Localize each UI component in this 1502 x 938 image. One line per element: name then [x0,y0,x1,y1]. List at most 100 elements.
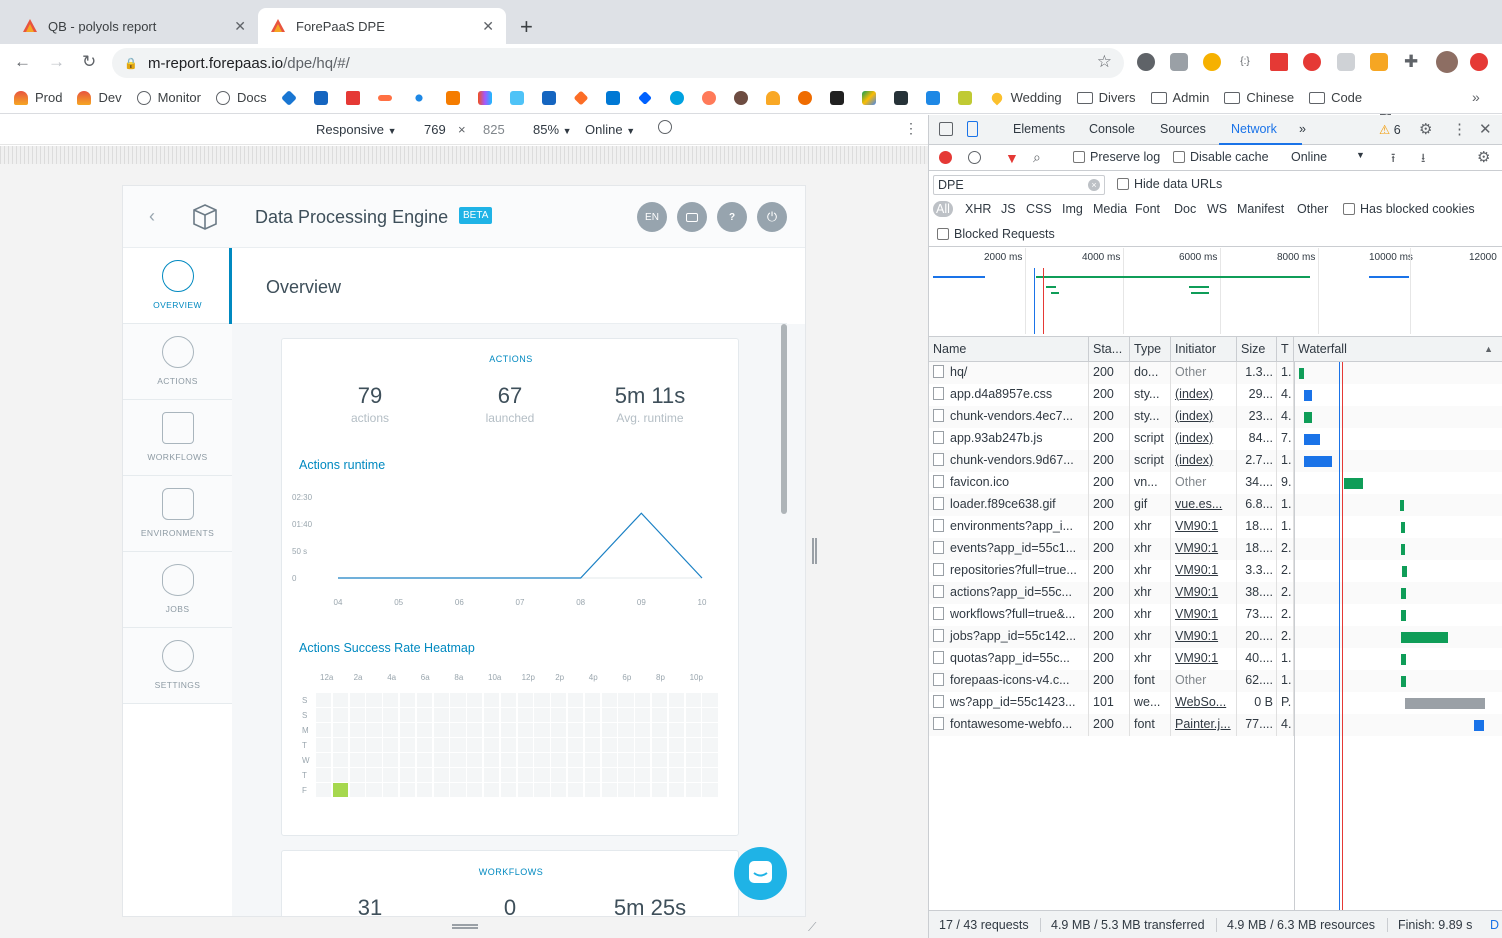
filter-input[interactable]: DPE × [933,175,1105,195]
sidebar-item-environments[interactable]: ENVIRONMENTS [123,476,232,552]
network-settings-icon[interactable]: ⚙ [1477,149,1491,166]
more-options-icon[interactable]: ⋮ [904,120,918,136]
back-chevron-icon[interactable]: ‹ [149,206,155,226]
extension-icon[interactable] [1170,53,1188,71]
type-filter-doc[interactable]: Doc [1174,202,1197,216]
warnings-badge[interactable]: ⚠ 6 [1379,123,1401,137]
bookmark-icon-only[interactable] [313,90,328,105]
extension-icon[interactable] [1337,53,1355,71]
col-name[interactable]: Name [929,337,1089,363]
tab-qb-report[interactable]: QB - polyols report ✕ [10,8,258,44]
extension-icon[interactable] [1203,53,1221,71]
col-type[interactable]: Type [1130,337,1171,363]
request-row[interactable]: chunk-vendors.9d67... 200 script (index) 2.7… [929,450,1502,472]
type-filter-js[interactable]: JS [1001,202,1016,216]
bookmark-icon-only[interactable] [637,90,652,105]
corner-resize-icon[interactable]: ⟋ [808,920,817,934]
bookmark-icon-only[interactable] [829,90,844,105]
bookmark-icon-only[interactable] [477,90,492,105]
request-row[interactable]: loader.f89ce638.gif 200 gif vue.es... 6.8...… [929,494,1502,516]
type-filter-other[interactable]: Other [1297,202,1329,216]
tab-network[interactable]: Network [1231,122,1277,136]
bookmark-icon-only[interactable] [925,90,940,105]
request-row[interactable]: favicon.ico 200 vn... Other 34.... 9. [929,472,1502,494]
profile-avatar[interactable] [1436,51,1458,73]
bookmark-icon-only[interactable] [797,90,812,105]
rotate-icon[interactable] [658,120,672,134]
intercom-chat-button[interactable] [734,847,787,900]
kebab-menu-icon[interactable]: ⋮ [1452,121,1467,138]
col-time[interactable]: T [1277,337,1294,363]
search-icon[interactable]: ⌕ [1033,149,1041,165]
bookmark-wedding[interactable]: Wedding [989,90,1062,105]
request-row[interactable]: environments?app_i... 200 xhr VM90:1 18.... 1… [929,516,1502,538]
bookmark-icon-only[interactable] [573,90,589,105]
bookmark-icon-only[interactable] [669,90,684,105]
bookmark-docs[interactable]: Docs [215,90,267,105]
address-bar[interactable]: 🔒 m-report.forepaas.io/dpe/hq/#/ ☆ [112,48,1124,78]
forward-icon[interactable]: → [48,52,65,71]
bookmark-icon-only[interactable] [509,90,524,105]
bookmark-icon-only[interactable] [733,90,748,105]
request-row[interactable]: chunk-vendors.4ec7... 200 sty... (index) 23.… [929,406,1502,428]
device-mode-select[interactable]: Responsive ▼ [316,122,397,137]
type-filter-ws[interactable]: WS [1207,202,1228,216]
help-button[interactable]: ? [717,202,747,232]
bookmark-icon-only[interactable] [280,89,297,106]
throttle-select[interactable]: Online ▼ [585,122,636,137]
request-row[interactable]: app.93ab247b.js 200 script (index) 84... 7. [929,428,1502,450]
bookmark-icon-only[interactable] [345,90,360,105]
record-icon[interactable] [939,151,952,164]
col-status[interactable]: Sta... [1089,337,1130,363]
bookmark-icon-only[interactable] [701,90,716,105]
extension-icon[interactable] [1137,53,1155,71]
extension-icon[interactable] [1303,53,1321,71]
clear-filter-icon[interactable]: × [1088,179,1100,191]
bookmark-icon-only[interactable] [957,90,972,105]
close-devtools-icon[interactable]: ✕ [1479,121,1492,138]
request-row[interactable]: jobs?app_id=55c142... 200 xhr VM90:1 20.... 2… [929,626,1502,648]
bookmark-star-icon[interactable]: ☆ [1096,52,1112,71]
bookmark-icon-only[interactable] [377,94,392,101]
bookmark-icon-only[interactable] [765,90,780,105]
viewport-height-input[interactable]: 825 [483,122,505,137]
extension-icon[interactable] [1270,53,1288,71]
col-waterfall[interactable]: Waterfall ▲ [1294,337,1502,363]
type-filter-media[interactable]: Media [1093,202,1128,216]
update-icon[interactable] [1470,53,1488,71]
resize-handle-icon[interactable] [452,924,478,929]
sidebar-item-jobs[interactable]: JOBS [123,552,232,628]
logout-button[interactable]: ⏻ [757,202,787,232]
col-size[interactable]: Size [1237,337,1277,363]
bookmark-admin[interactable]: Admin [1150,90,1209,105]
upload-icon[interactable]: ⭱ [1391,151,1396,165]
request-row[interactable]: repositories?full=true... 200 xhr VM90:1 3.3… [929,560,1502,582]
type-filter-font[interactable]: Font [1135,202,1161,216]
language-button[interactable]: EN [637,202,667,232]
sidebar-item-workflows[interactable]: WORKFLOWS [123,400,232,476]
download-icon[interactable]: ⭳ [1421,151,1426,165]
bookmark-icon-only[interactable] [541,90,556,105]
bookmark-monitor[interactable]: Monitor [136,90,201,105]
close-tab-icon[interactable]: ✕ [482,17,494,34]
camera-button[interactable] [677,202,707,232]
tab-elements[interactable]: Elements [1013,122,1066,136]
reload-icon[interactable]: ↻ [82,52,97,71]
tab-sources[interactable]: Sources [1160,122,1206,136]
type-filter-manifest[interactable]: Manifest [1237,202,1285,216]
close-tab-icon[interactable]: ✕ [234,17,246,34]
zoom-select[interactable]: 85% ▼ [533,122,572,137]
preserve-log-checkbox[interactable]: Preserve log [1073,150,1160,164]
json-extension-icon[interactable]: {:} [1236,53,1254,71]
request-row[interactable]: forepaas-icons-v4.c... 200 font Other 62....… [929,670,1502,692]
back-icon[interactable]: ← [14,52,31,71]
request-row[interactable]: workflows?full=true&... 200 xhr VM90:1 73...… [929,604,1502,626]
hide-data-urls-checkbox[interactable]: Hide data URLs [1117,177,1222,191]
disable-cache-checkbox[interactable]: Disable cache [1173,150,1269,164]
type-filter-css[interactable]: CSS [1026,202,1052,216]
blocked-requests-checkbox[interactable]: Blocked Requests [937,227,1055,241]
settings-icon[interactable]: ⚙ [1419,121,1433,138]
puzzle-extensions-icon[interactable]: ✚ [1404,52,1419,71]
bookmark-icon-only[interactable] [445,90,460,105]
